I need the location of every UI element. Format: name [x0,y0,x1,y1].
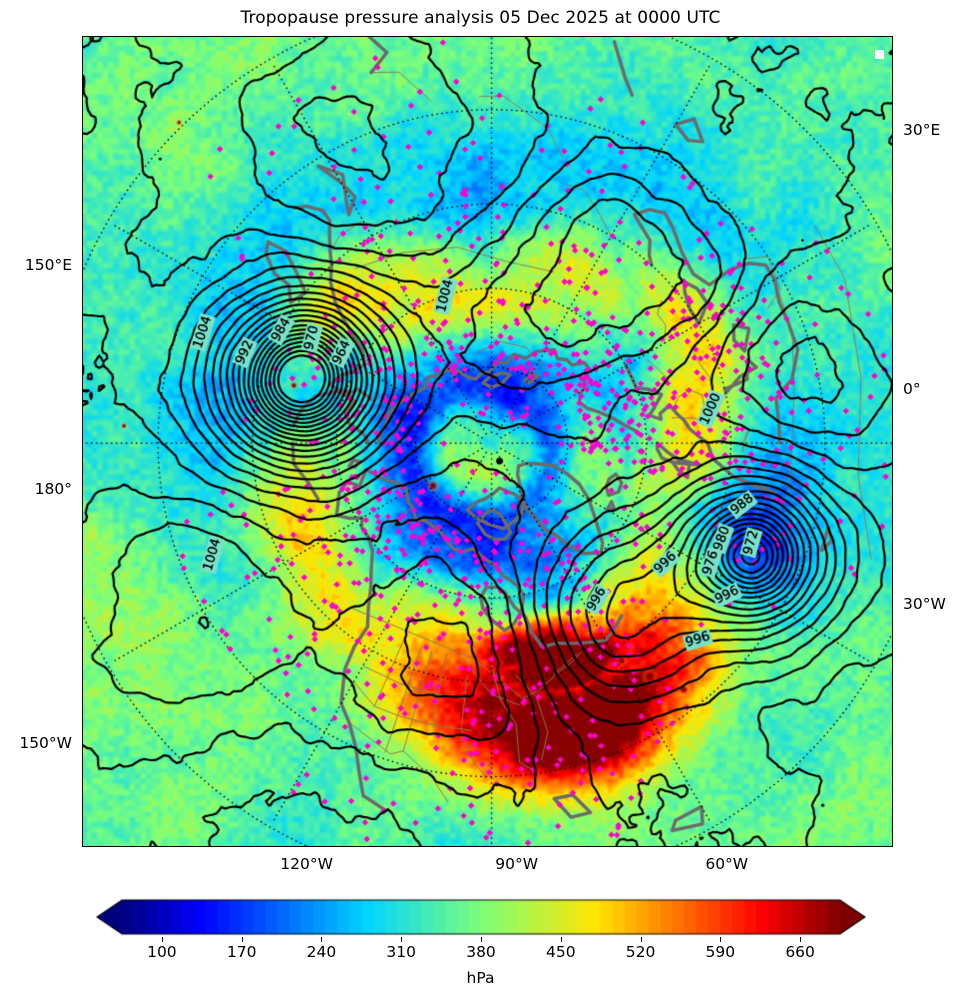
colorbar-tick-label: 590 [705,943,736,961]
colorbar-tick-label: 170 [226,943,257,961]
colorbar-tick-mark [401,937,403,942]
map-plot-area[interactable] [82,36,893,847]
colorbar-tick-mark [241,937,243,942]
colorbar-tick-label: 240 [306,943,337,961]
colorbar[interactable] [96,897,866,937]
axis-tick-label: 0° [903,379,921,398]
colorbar-tick-label: 520 [625,943,656,961]
tropopause-pressure-heatmap [83,37,892,846]
white-square-marker [875,50,884,59]
colorbar-tick-mark [560,937,562,942]
colorbar-tick-mark [161,937,163,942]
colorbar-tick-mark [640,937,642,942]
axis-tick-label: 30°W [903,594,946,613]
axis-tick-label: 30°E [903,121,941,140]
axis-tick-label: 60°W [705,855,749,873]
colorbar-tick-label: 450 [545,943,576,961]
axis-tick-label: 90°W [495,855,539,873]
colorbar-tick-mark [800,937,802,942]
colorbar-ticks: 100 170 240 310 380 450 520 590 660 [96,937,866,967]
axis-tick-label: 150°E [24,255,72,274]
colorbar-tick-label: 310 [386,943,417,961]
colorbar-tick-mark [720,937,722,942]
axis-tick-label: 150°W [19,734,72,753]
colorbar-gradient [96,897,866,937]
colorbar-tick-mark [321,937,323,942]
colorbar-tick-label: 380 [466,943,496,961]
colorbar-tick-label: 100 [147,943,177,961]
colorbar-tick-label: 660 [785,943,815,961]
axis-tick-label: 120°W [280,855,333,873]
colorbar-axis-label: hPa [466,969,495,987]
page-title: Tropopause pressure analysis 05 Dec 2025… [240,8,721,28]
axis-tick-label: 180° [34,479,72,498]
colorbar-tick-mark [481,937,482,942]
